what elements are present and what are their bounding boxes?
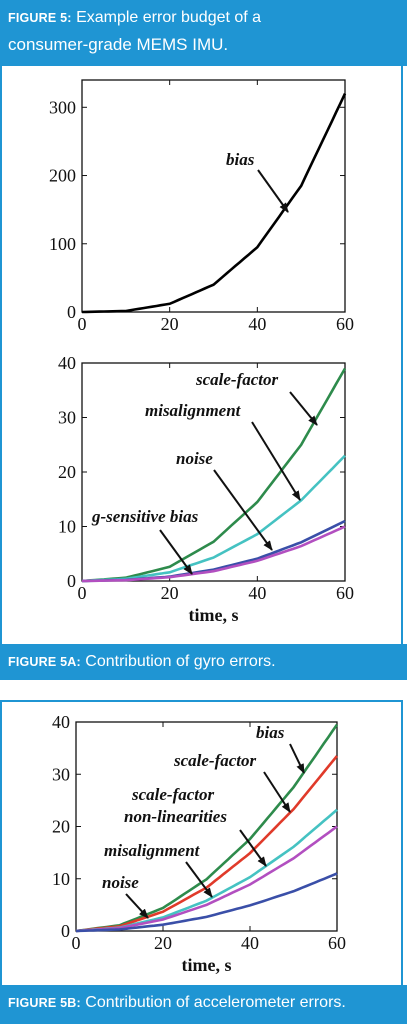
- y-tick-label: 0: [61, 921, 70, 941]
- x-tick-label: 60: [328, 933, 346, 953]
- series-line-scale-factor-non-linearities: [75, 808, 338, 933]
- x-tick-label: 0: [78, 314, 87, 334]
- label-gyro-bias: bias: [226, 150, 255, 169]
- x-tick-label: 40: [248, 583, 266, 603]
- x-axis-label: time, s: [189, 605, 239, 625]
- x-tick-label: 20: [161, 583, 179, 603]
- x-axis-label: time, s: [182, 955, 232, 975]
- y-tick-label: 0: [67, 571, 76, 591]
- label-accel-sf-nonlin-line1: scale-factor: [131, 785, 215, 804]
- arrow-gyro-g-sensitive-bias: [159, 529, 193, 575]
- y-tick-label: 10: [58, 517, 76, 537]
- series-line-bias: [81, 93, 347, 314]
- label-gyro-scale-factor: scale-factor: [195, 370, 279, 389]
- arrow-accel-scale-factor: [263, 771, 291, 813]
- arrow-accel-sf-nonlin: [239, 829, 267, 867]
- label-gyro-noise: noise: [176, 449, 213, 468]
- gyro-errors-plot: 0 20 40 60 0 10 20 30 40 time, s: [58, 353, 354, 625]
- accel-errors-plot: 0 20 40 60 0 10 20 30 40 time, s: [52, 712, 346, 975]
- x-tick-label: 20: [154, 933, 172, 953]
- arrow-gyro-misalignment: [251, 421, 301, 501]
- plot-frame: [81, 362, 346, 582]
- caption-5a-label: FIGURE 5A:: [8, 655, 81, 669]
- arrow-accel-noise: [125, 893, 149, 919]
- y-tick-label: 30: [52, 764, 70, 784]
- y-tick-label: 40: [58, 353, 76, 373]
- figure-title-line2: consumer-grade MEMS IMU.: [8, 35, 229, 54]
- caption-5a: FIGURE 5A: Contribution of gyro errors.: [0, 644, 407, 680]
- y-tick-label: 20: [52, 817, 70, 837]
- arrow-accel-bias: [289, 743, 305, 774]
- y-tick-label: 40: [52, 712, 70, 732]
- figure-title-line1: Example error budget of a: [76, 9, 262, 26]
- x-tick-label: 60: [336, 583, 354, 603]
- x-tick-label: 20: [161, 314, 179, 334]
- arrow-gyro-scale-factor: [289, 391, 318, 426]
- label-gyro-misalignment: misalignment: [145, 401, 242, 420]
- caption-5b-text: Contribution of accelerometer errors.: [85, 994, 346, 1011]
- caption-5b-label: FIGURE 5B:: [8, 996, 81, 1010]
- label-accel-bias: bias: [256, 723, 285, 742]
- x-tick-label: 40: [241, 933, 259, 953]
- x-tick-label: 0: [72, 933, 81, 953]
- label-accel-misalignment: misalignment: [104, 841, 201, 860]
- gyro-bias-plot: 0 20 40 60 0 100 200 300: [49, 79, 354, 334]
- plot-frame: [81, 79, 346, 313]
- y-tick-label: 20: [58, 462, 76, 482]
- series-line-g-sensitive-bias: [81, 525, 346, 583]
- x-tick-label: 40: [248, 314, 266, 334]
- series-line-noise: [75, 872, 338, 933]
- y-tick-label: 0: [67, 302, 76, 322]
- label-gyro-g-sensitive-bias: g-sensitive bias: [91, 507, 199, 526]
- figure-header: FIGURE 5: Example error budget of a cons…: [0, 0, 407, 66]
- y-tick-label: 10: [52, 869, 70, 889]
- x-tick-label: 0: [78, 583, 87, 603]
- caption-5a-text: Contribution of gyro errors.: [85, 653, 276, 670]
- label-accel-sf-nonlin-line2: non-linearities: [124, 807, 227, 826]
- arrow-accel-misalignment: [185, 861, 213, 898]
- arrow-gyro-bias: [257, 169, 289, 213]
- caption-5b: FIGURE 5B: Contribution of accelerometer…: [0, 985, 407, 1024]
- x-tick-label: 60: [336, 314, 354, 334]
- y-tick-label: 200: [49, 166, 76, 186]
- label-accel-scale-factor: scale-factor: [173, 751, 257, 770]
- figure-label: FIGURE 5:: [8, 11, 72, 25]
- arrow-gyro-noise: [213, 469, 273, 551]
- y-tick-label: 30: [58, 408, 76, 428]
- y-tick-label: 100: [49, 234, 76, 254]
- y-tick-label: 300: [49, 97, 76, 117]
- label-accel-noise: noise: [102, 873, 139, 892]
